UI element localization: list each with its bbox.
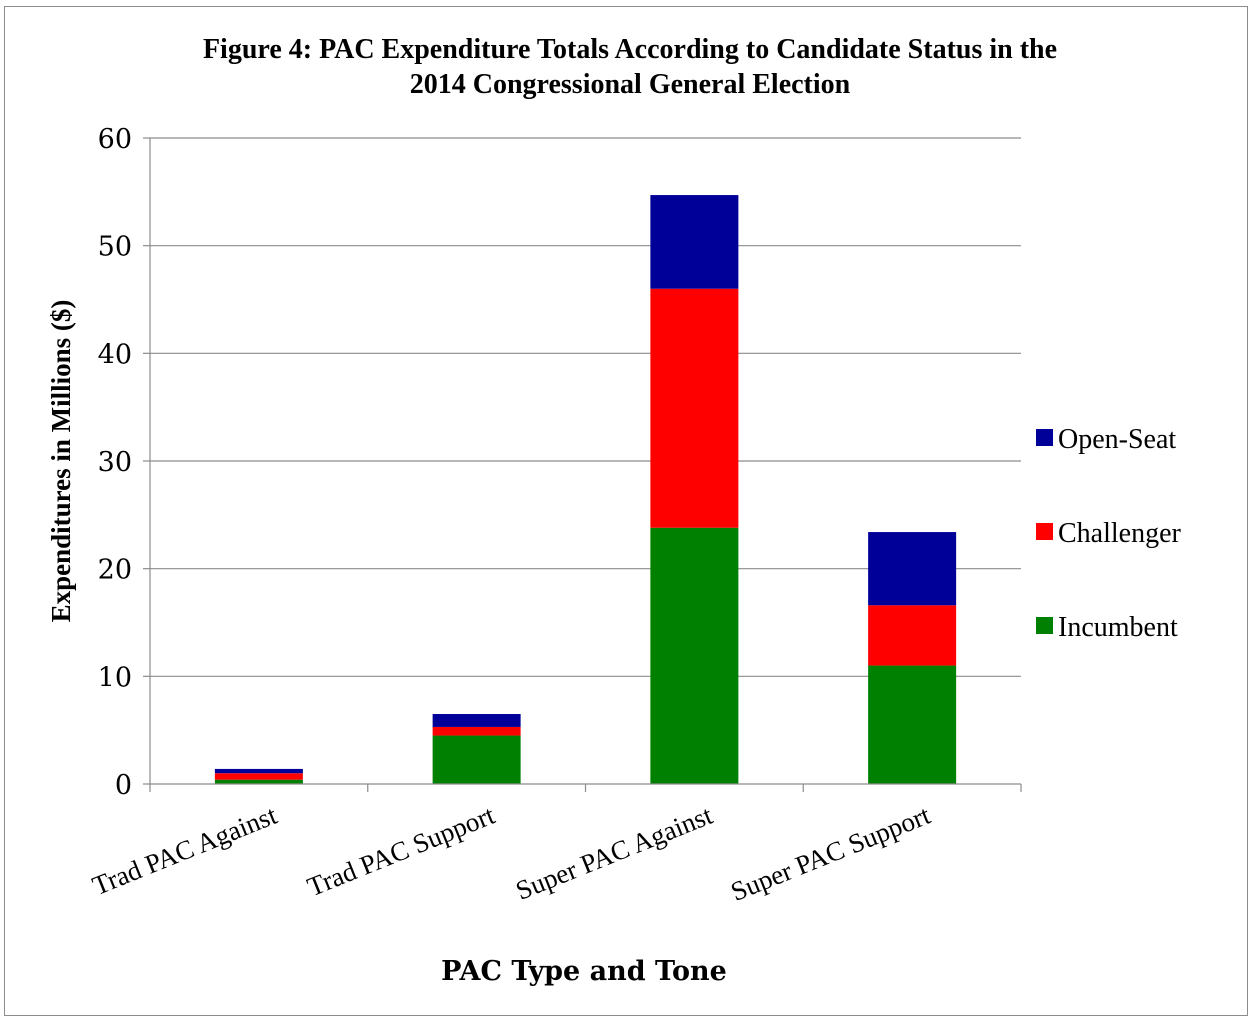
bar-segment-open-seat [432,714,521,727]
bar-segment-challenger [650,288,739,528]
y-tick-label: 40 [98,339,132,370]
legend-swatch-open-seat [1036,429,1053,446]
y-tick-label: 60 [98,124,132,155]
x-category-labels: Trad PAC Against Trad PAC Support Super PA… [88,800,935,907]
y-tick-labels: 0 10 20 30 40 50 60 [98,124,132,801]
bar-segment-open-seat [868,532,957,606]
y-tick-label: 30 [98,447,132,478]
y-axis-label: Expenditures in Millions ($) [46,300,76,623]
y-tick-label: 20 [98,555,132,586]
bars [214,195,957,784]
x-category-label: Super PAC Against [512,800,718,906]
bar-segment-incumbent [432,735,521,784]
bar-segment-challenger [214,773,303,780]
y-tick-label: 0 [115,770,132,801]
legend-label-incumbent: Incumbent [1058,612,1178,643]
x-axis-label: PAC Type and Tone [441,956,727,987]
legend-label-challenger: Challenger [1058,518,1182,549]
bar-segment-challenger [868,605,957,666]
bar-segment-incumbent [868,665,957,784]
bar-segment-incumbent [650,527,739,784]
chart-title-line-1: Figure 4: PAC Expenditure Totals Accordi… [203,34,1057,65]
bar-segment-open-seat [650,195,739,289]
legend: Open-Seat Challenger Incumbent [1036,424,1182,643]
x-category-label: Trad PAC Support [303,800,499,903]
bar-segment-challenger [432,726,521,736]
legend-label-open-seat: Open-Seat [1058,424,1176,455]
x-category-label: Trad PAC Against [88,800,281,901]
bar-segment-incumbent [214,779,303,784]
axes [143,137,1022,792]
y-tick-label: 10 [98,662,132,693]
chart-frame [4,6,1248,1016]
legend-swatch-incumbent [1036,617,1053,634]
y-tick-label: 50 [98,232,132,263]
legend-swatch-challenger [1036,523,1053,540]
x-category-label: Super PAC Support [727,800,935,907]
chart-title-line-2: 2014 Congressional General Election [410,69,851,100]
bar-segment-open-seat [214,768,303,774]
